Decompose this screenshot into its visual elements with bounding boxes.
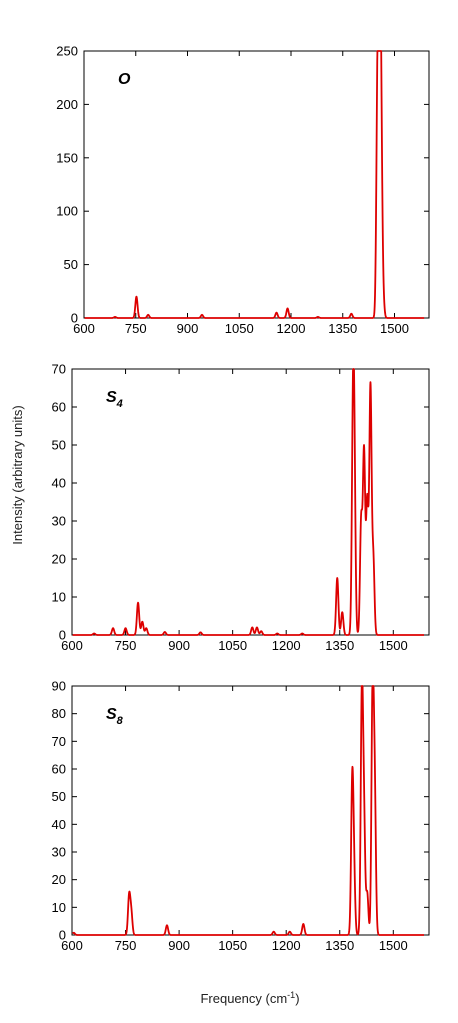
y-axis-title: Intensity (arbitrary units) (10, 405, 25, 544)
plot-frame (71, 368, 430, 636)
x-tick-label: 1350 (325, 638, 354, 653)
y-tick-label: 60 (52, 762, 66, 777)
y-tick-label: 20 (52, 552, 66, 567)
spectrum-line (83, 50, 425, 319)
x-tick-label: 1200 (272, 938, 301, 953)
y-tick-label: 70 (52, 362, 66, 377)
x-tick-label: 600 (73, 321, 95, 336)
x-tick-label: 750 (115, 938, 137, 953)
spectrum-line (71, 368, 425, 636)
y-tick-label: 30 (52, 514, 66, 529)
y-tick-label: 250 (56, 44, 78, 59)
y-tick-label: 40 (52, 476, 66, 491)
x-tick-label: 1050 (218, 938, 247, 953)
x-tick-label: 750 (115, 638, 137, 653)
y-tick-label: 100 (56, 204, 78, 219)
x-tick-label: 1050 (218, 638, 247, 653)
y-tick-label: 80 (52, 706, 66, 721)
x-tick-label: 900 (168, 638, 190, 653)
x-axis-title: Frequency (cm-1) (200, 990, 299, 1006)
x-tick-label: 1200 (272, 638, 301, 653)
x-tick-label: 1500 (380, 321, 409, 336)
spectrum-line (71, 685, 425, 936)
x-tick-label: 900 (177, 321, 199, 336)
x-tick-label: 600 (61, 638, 83, 653)
y-tick-label: 20 (52, 872, 66, 887)
x-tick-label: 1350 (325, 938, 354, 953)
y-tick-label: 150 (56, 150, 78, 165)
spectrum-panel-3: 600 750 900 1050 1200 1350 1500 0 10 20 30 40 50 60 70… (52, 679, 430, 953)
x-tick-label: 1050 (225, 321, 254, 336)
y-tick-label: 50 (64, 257, 78, 272)
y-tick-label: 0 (59, 928, 66, 943)
x-tick-label: 1500 (379, 638, 408, 653)
x-tick-label: 900 (168, 938, 190, 953)
y-tick-label: 0 (59, 628, 66, 643)
y-tick-label: 200 (56, 97, 78, 112)
y-tick-label: 40 (52, 817, 66, 832)
panel-label: S4 (106, 389, 123, 410)
x-tick-label: 1200 (277, 321, 306, 336)
x-tick-label: 1500 (379, 938, 408, 953)
x-tick-label: 600 (61, 938, 83, 953)
x-tick-label: 750 (125, 321, 147, 336)
spectrum-panel-1: 600 750 900 1050 1200 1350 1500 0 50 100 150 200 250… (56, 44, 430, 336)
y-tick-label: 70 (52, 734, 66, 749)
y-tick-label: 10 (52, 900, 66, 915)
x-tick-label: 1350 (328, 321, 357, 336)
panel-label: S8 (106, 706, 124, 727)
y-tick-label: 0 (71, 311, 78, 326)
y-tick-label: 90 (52, 679, 66, 694)
panel-label: O (118, 71, 131, 88)
y-tick-label: 30 (52, 845, 66, 860)
y-tick-label: 50 (52, 789, 66, 804)
spectrum-panel-2: 600 750 900 1050 1200 1350 1500 0 10 20 30 40 50 60 70… (52, 362, 430, 653)
y-tick-label: 10 (52, 590, 66, 605)
y-tick-label: 50 (52, 438, 66, 453)
y-tick-label: 60 (52, 400, 66, 415)
